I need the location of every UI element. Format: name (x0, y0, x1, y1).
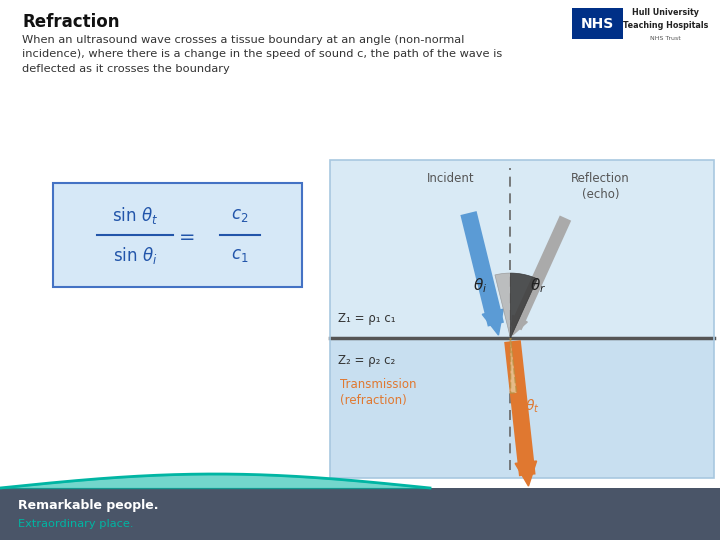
Text: NHS Trust: NHS Trust (650, 36, 681, 40)
Bar (0, 488, 720, 540)
Polygon shape (515, 461, 536, 486)
Bar (330, 338, 714, 478)
Text: $\sin\,\theta_t$: $\sin\,\theta_t$ (112, 205, 158, 226)
Text: $c_1$: $c_1$ (231, 246, 248, 264)
Text: Transmission
(refraction): Transmission (refraction) (340, 378, 416, 407)
Text: Remarkable people.: Remarkable people. (18, 498, 158, 511)
Bar (572, 8, 623, 39)
Polygon shape (495, 273, 510, 338)
Text: Reflection
(echo): Reflection (echo) (571, 172, 630, 201)
Text: $\sin\,\theta_i$: $\sin\,\theta_i$ (113, 245, 157, 266)
Text: Teaching Hospitals: Teaching Hospitals (623, 21, 708, 30)
Text: Hull University: Hull University (632, 8, 699, 17)
Text: Incident: Incident (427, 172, 474, 185)
Text: Z₁ = ρ₁ c₁: Z₁ = ρ₁ c₁ (338, 312, 395, 325)
Text: Z₂ = ρ₂ c₂: Z₂ = ρ₂ c₂ (338, 354, 395, 367)
Polygon shape (482, 309, 503, 335)
Polygon shape (513, 315, 527, 335)
Bar (330, 160, 714, 478)
Bar (330, 160, 714, 338)
Text: NHS: NHS (581, 17, 614, 31)
Text: Refraction: Refraction (22, 13, 120, 31)
Text: $c_2$: $c_2$ (231, 206, 248, 224)
Text: When an ultrasound wave crosses a tissue boundary at an angle (non-normal
incide: When an ultrasound wave crosses a tissue… (22, 35, 503, 74)
FancyBboxPatch shape (53, 183, 302, 287)
Text: $\theta_i$: $\theta_i$ (473, 276, 487, 295)
Polygon shape (510, 273, 537, 338)
Polygon shape (510, 338, 516, 393)
Text: $=$: $=$ (175, 226, 195, 245)
Text: $\theta_t$: $\theta_t$ (525, 397, 540, 415)
Text: Extraordinary place.: Extraordinary place. (18, 519, 133, 529)
Text: $\theta_r$: $\theta_r$ (531, 276, 546, 295)
